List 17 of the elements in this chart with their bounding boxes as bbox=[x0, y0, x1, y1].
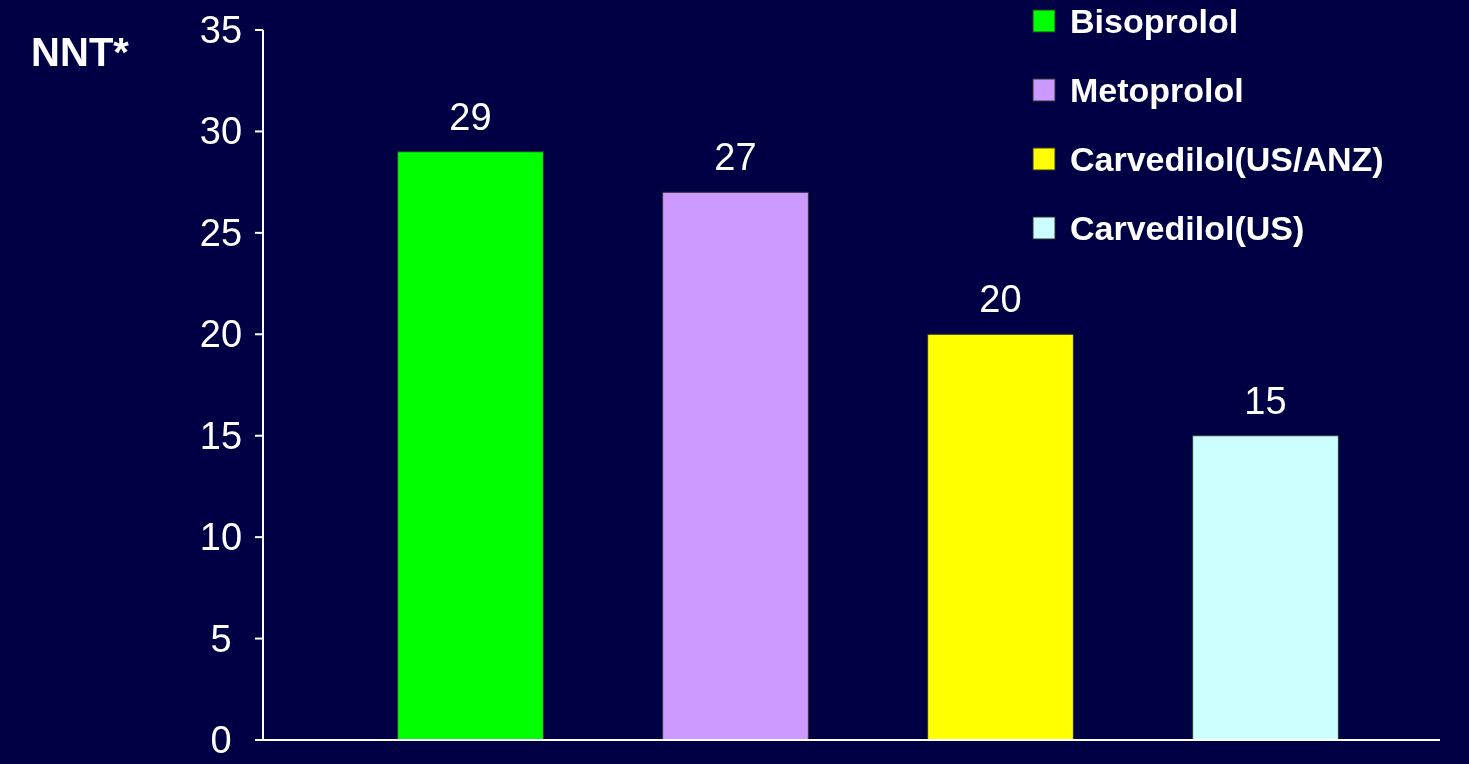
y-tick-label: 15 bbox=[199, 414, 243, 457]
y-tick-label: 10 bbox=[199, 516, 243, 559]
data-label: 27 bbox=[714, 136, 757, 179]
y-tick-label: 35 bbox=[199, 9, 243, 51]
y-tick-label: 5 bbox=[210, 617, 232, 660]
y-tick-label: 30 bbox=[199, 110, 243, 153]
data-label: 29 bbox=[449, 95, 492, 138]
y-axis-title: NNT* bbox=[31, 30, 130, 74]
legend-label: Carvedilol(US) bbox=[1070, 209, 1305, 247]
data-label: 15 bbox=[1244, 379, 1287, 422]
legend-label: Carvedilol(US/ANZ) bbox=[1070, 140, 1384, 178]
y-tick-label: 20 bbox=[199, 313, 243, 356]
y-tick-label: 25 bbox=[199, 211, 243, 254]
y-tick-label: 0 bbox=[210, 719, 232, 761]
legend-label: Metoprolol bbox=[1070, 71, 1244, 109]
data-label: 20 bbox=[979, 278, 1022, 321]
legend-label: Bisoprolol bbox=[1070, 2, 1239, 40]
